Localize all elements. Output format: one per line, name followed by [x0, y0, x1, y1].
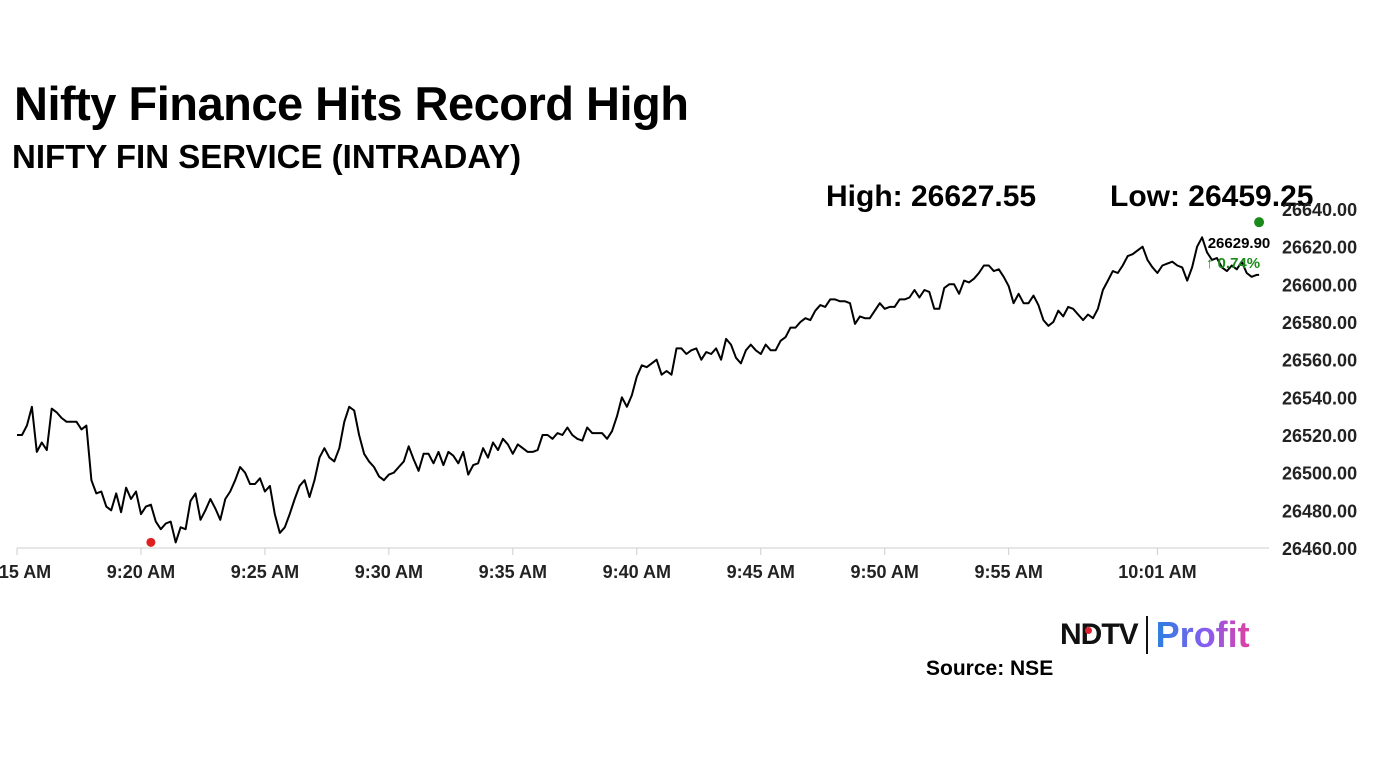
- x-tick-label: 9:30 AM: [355, 562, 423, 582]
- x-tick-label: 9:45 AM: [727, 562, 795, 582]
- x-tick-label: 10:01 AM: [1118, 562, 1196, 582]
- y-tick-label: 26600.00: [1282, 275, 1357, 295]
- change-percent-label: ↑ 0.74%: [1206, 255, 1260, 272]
- chart-title: Nifty Finance Hits Record High: [14, 77, 689, 130]
- y-tick-label: 26540.00: [1282, 388, 1357, 408]
- x-tick-label: 9:40 AM: [603, 562, 671, 582]
- y-tick-label: 26500.00: [1282, 464, 1357, 484]
- last-price-label: 26629.90: [1208, 235, 1271, 252]
- marker-layer: [146, 217, 1265, 547]
- logo-divider: [1145, 616, 1148, 654]
- x-tick-label: 9:55 AM: [975, 562, 1043, 582]
- y-tick-label: 26580.00: [1282, 313, 1357, 333]
- logo-dot-icon: [1085, 627, 1092, 634]
- high-value-label: High: 26627.55: [826, 180, 1037, 213]
- x-tick-label: 9:35 AM: [479, 562, 547, 582]
- y-tick-label: 26480.00: [1282, 501, 1357, 521]
- y-axis: 26640.00 26620.00 26600.00 26580.00 26560.00…: [1282, 200, 1357, 559]
- latest-point-marker: [1254, 217, 1265, 228]
- y-tick-label: 26640.00: [1282, 200, 1357, 220]
- y-tick-label: 26560.00: [1282, 351, 1357, 371]
- ndtv-profit-logo: NDTV Profit: [1060, 614, 1250, 656]
- x-tick-label: 9:25 AM: [231, 562, 299, 582]
- y-tick-label: 26460.00: [1282, 539, 1357, 559]
- y-tick-label: 26520.00: [1282, 426, 1357, 446]
- source-note: Source: NSE: [926, 657, 1054, 680]
- series-line: [17, 236, 1260, 544]
- y-tick-label: 26620.00: [1282, 238, 1357, 258]
- x-tick-label: 9:20 AM: [107, 562, 175, 582]
- x-tick-label: 9:15 AM: [0, 562, 51, 582]
- low-point-marker: [146, 537, 156, 547]
- logo-profit-text: Profit: [1155, 614, 1250, 655]
- x-axis: 9:15 AM 9:20 AM 9:25 AM 9:30 AM 9:35 AM 9:40 …: [0, 547, 1269, 582]
- series-layer: [17, 236, 1260, 544]
- chart-subtitle: NIFTY FIN SERVICE (INTRADAY): [12, 138, 522, 175]
- low-value-label: Low: 26459.25: [1110, 180, 1314, 213]
- x-tick-label: 9:50 AM: [851, 562, 919, 582]
- logo-ndtv-text: NDTV: [1060, 618, 1139, 651]
